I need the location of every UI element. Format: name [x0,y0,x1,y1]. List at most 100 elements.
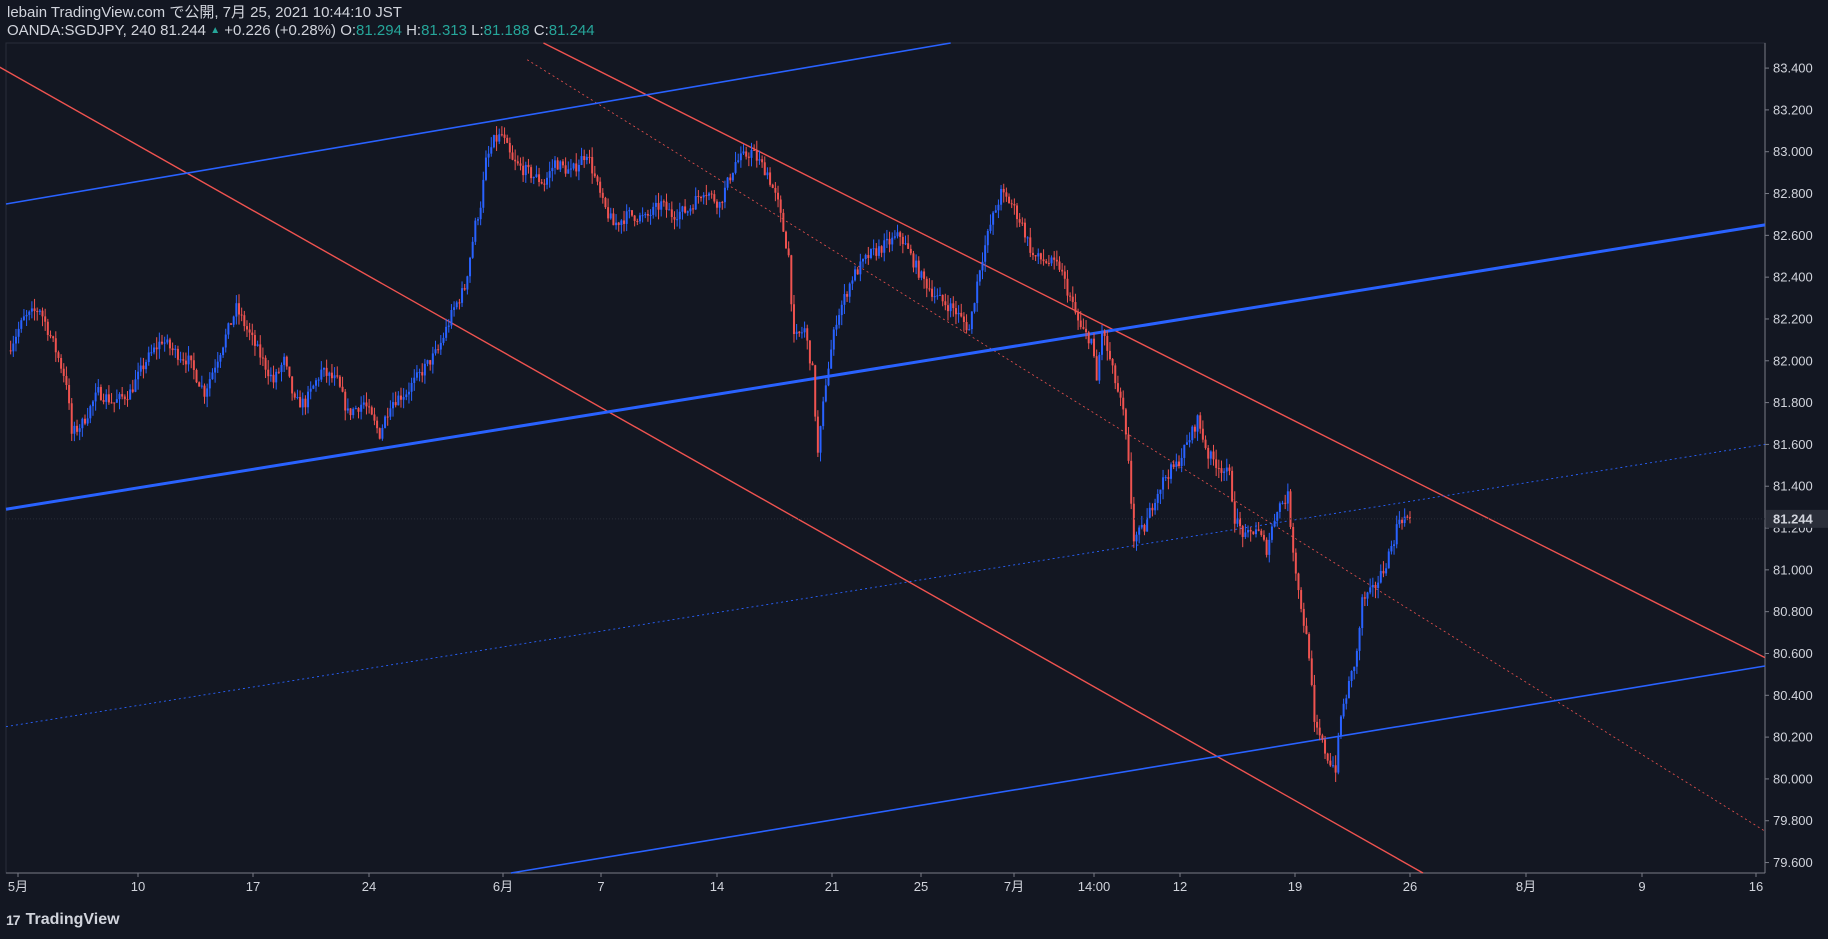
trend-line-3[interactable] [526,59,1766,832]
candle-body [1374,584,1377,588]
candle-body [1342,703,1345,717]
time-axis[interactable]: 5月 10 17 24 6月 7 14 21 25 7月 14:00 12 19 26 8月 9 16 [8,873,1763,894]
candle-body [1339,716,1342,737]
candle [344,389,347,421]
candle-body [702,195,705,198]
candle-body [158,341,161,350]
candle-body [588,156,591,158]
trend-line-5[interactable] [5,223,1766,511]
candle-body [532,176,535,179]
candle [721,200,724,210]
symbol-label[interactable]: OANDA:SGDJPY, 240 [7,22,156,39]
candle [1026,236,1029,247]
candle-body [392,402,395,409]
candle-body [923,271,926,279]
candle [1016,202,1019,228]
candle [1289,489,1292,530]
candle [1037,248,1040,265]
candle [816,410,819,457]
candle [633,214,636,227]
candle [503,127,506,144]
candle-body [652,206,655,215]
candle-body [70,403,73,434]
candle-body [1146,517,1149,532]
candle-body [1172,464,1175,467]
candle-body [1162,477,1165,490]
candle [1055,250,1058,266]
trend-line-7[interactable] [510,665,1766,874]
candle-body [742,151,745,154]
candle [1175,453,1178,472]
candle [1061,263,1064,276]
candle [421,363,424,383]
candle-body [445,326,448,338]
candle [670,201,673,223]
candle-body [973,303,976,312]
candle-body [599,181,602,193]
candle-body [309,388,312,392]
candle [599,177,602,198]
candle [1074,293,1077,315]
candle [811,361,814,366]
candle [1010,199,1013,209]
candle-body [73,425,76,434]
candle [1177,455,1180,469]
candle-body [429,360,432,365]
candle-body [1302,608,1305,626]
trend-line-6[interactable] [5,443,1766,728]
candle [1108,342,1111,361]
candle-body [330,372,333,379]
candle [447,319,450,333]
time-tick-label: 8月 [1516,879,1536,894]
trend-lines[interactable] [0,42,1766,874]
candle [474,217,477,245]
candle [168,337,171,356]
candle-body [561,161,564,166]
candle [968,324,971,331]
candle-body [1167,477,1170,479]
trend-line-2[interactable] [543,42,1766,659]
candle-body [44,316,47,322]
candle-body [20,320,23,329]
candle [556,157,559,170]
candle [150,344,153,356]
candle [771,183,774,189]
candle [214,359,217,383]
candle-body [243,315,246,327]
candle [1127,427,1130,464]
candle [381,424,384,441]
candle [742,144,745,155]
candle-body [490,147,493,154]
trend-line-4[interactable] [5,42,951,205]
price-axis[interactable]: 83.400 83.200 83.000 82.800 82.600 82.400 82.2… [6,61,1828,870]
candle [328,371,331,386]
candle-body [630,210,633,216]
candle [522,156,525,182]
price-tick-label: 81.800 [1773,395,1813,410]
candle-body [928,288,931,290]
candle [994,205,997,213]
candle [1167,469,1170,490]
candle [9,340,12,355]
candle [824,378,827,403]
trend-line-1[interactable] [0,43,1424,874]
candle-body [567,169,570,174]
candle [715,199,718,215]
candle-body [750,149,753,158]
candle [349,408,352,421]
candle-body [899,232,902,237]
candle [322,367,325,377]
candle [1156,489,1159,511]
candle-body [1262,534,1265,540]
candle-body [147,352,150,363]
candle [1047,254,1050,267]
candle [147,346,150,366]
candle [559,160,562,173]
candle [62,363,65,383]
candle-body [1318,727,1321,736]
footer-branding[interactable]: 17 TradingView [6,910,120,930]
candle [275,368,278,390]
candle [60,354,63,374]
candle-body [1273,520,1276,527]
